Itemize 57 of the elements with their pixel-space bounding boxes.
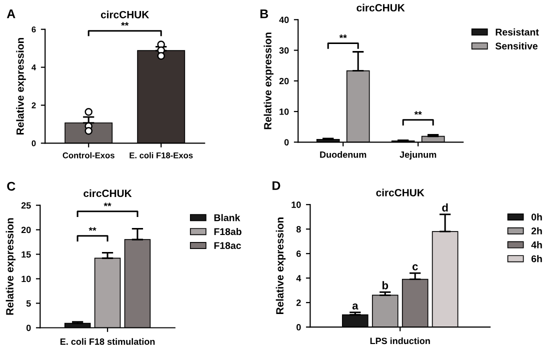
y-tick-label: 6 <box>296 250 301 257</box>
annotation: ** <box>414 111 422 115</box>
x-tick-label: Duodenum <box>320 151 366 158</box>
y-tick-label: 6 <box>32 26 36 32</box>
annotation: a <box>352 303 358 310</box>
y-tick-label: 2 <box>32 102 36 108</box>
x-axis-title: LPS induction <box>370 337 430 344</box>
y-axis-title: Relative expression <box>276 218 286 314</box>
legend-label: F18ac <box>214 242 242 250</box>
y-tick-label: 0 <box>26 324 31 332</box>
chart-title: circCHUK <box>100 10 150 18</box>
annotation: b <box>382 281 388 290</box>
y-tick-label: 30 <box>279 47 289 54</box>
y-tick-label: 25 <box>21 202 31 209</box>
x-tick-label: Jejunum <box>400 151 436 160</box>
y-tick-label: 15 <box>22 251 31 258</box>
legend-label: Sensitive <box>495 42 538 50</box>
chart-title: circCHUK <box>356 4 405 12</box>
text: D <box>272 181 280 190</box>
legend-label: 6h <box>531 255 542 262</box>
annotation: d <box>442 203 448 212</box>
chart-title: circCHUK <box>376 188 424 196</box>
y-tick-label: 2 <box>296 300 301 306</box>
x-tick-label: Control-Exos <box>62 152 114 158</box>
y-tick-label: 5 <box>26 300 31 307</box>
annotation: ** <box>104 202 112 206</box>
y-axis-title: Relative expression <box>6 218 16 315</box>
legend-label: 4h <box>531 241 542 248</box>
x-tick-label: E. coli F18-Exos <box>130 152 193 158</box>
y-tick-label: 10 <box>280 108 289 115</box>
annotation: ** <box>339 34 347 38</box>
y-tick-label: 40 <box>279 16 289 24</box>
y-tick-label: 4 <box>32 64 36 70</box>
annotation: c <box>412 264 418 270</box>
y-tick-label: 0 <box>296 324 301 330</box>
y-tick-label: 8 <box>296 226 301 232</box>
legend-label: Blank <box>214 214 240 222</box>
text: B <box>260 10 268 18</box>
y-tick-label: 10 <box>22 276 31 282</box>
chart-title: circCHUK <box>84 189 132 198</box>
y-axis-title: Relative expression <box>264 32 274 130</box>
legend-label: 0h <box>532 213 542 220</box>
legend-label: F18ab <box>214 228 242 236</box>
text: ** <box>121 22 129 26</box>
legend-label: 2h <box>531 227 542 234</box>
y-axis-title: Relative expression <box>16 38 26 134</box>
y-tick-label: 20 <box>279 78 289 84</box>
y-tick-label: 0 <box>32 140 36 146</box>
y-tick-label: 20 <box>21 226 31 234</box>
y-tick-label: 10 <box>292 202 301 208</box>
annotation: ** <box>88 227 96 231</box>
text: C <box>7 182 16 191</box>
y-tick-label: 4 <box>296 275 302 282</box>
x-axis-title: E. coli F18 stimulation <box>60 338 155 345</box>
text: A <box>6 10 16 18</box>
y-tick-label: 0 <box>284 139 289 146</box>
legend-label: Resistant <box>496 28 539 36</box>
